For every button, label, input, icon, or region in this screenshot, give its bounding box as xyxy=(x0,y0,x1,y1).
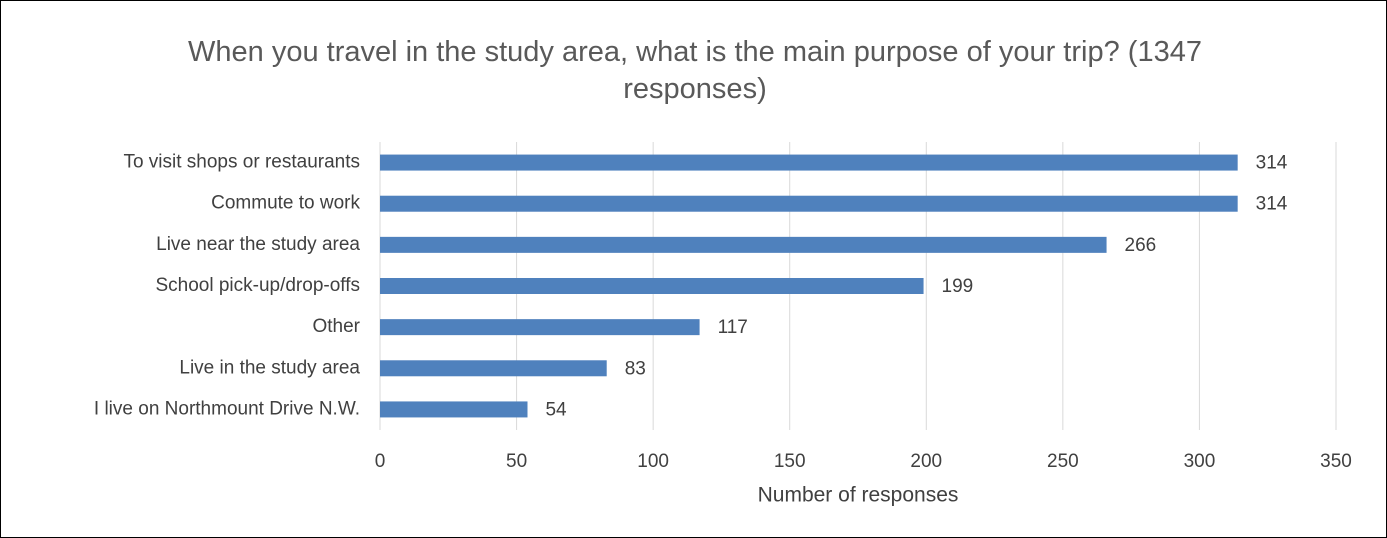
y-tick-label: Live near the study area xyxy=(156,234,360,255)
x-tick-label: 100 xyxy=(637,451,669,472)
y-tick-label: Commute to work xyxy=(211,193,360,214)
y-tick-label: Live in the study area xyxy=(179,357,360,378)
data-label: 266 xyxy=(1125,235,1157,256)
y-tick-label: I live on Northmount Drive N.W. xyxy=(94,398,360,419)
bar xyxy=(380,154,1238,171)
bar xyxy=(380,401,528,418)
data-label: 314 xyxy=(1256,153,1288,174)
data-label: 83 xyxy=(625,358,646,379)
bar xyxy=(380,195,1238,212)
bar xyxy=(380,360,607,377)
data-label: 314 xyxy=(1256,194,1288,215)
data-label: 54 xyxy=(545,399,567,420)
chart-title: When you travel in the study area, what … xyxy=(188,36,1202,105)
x-tick-label: 200 xyxy=(910,451,942,472)
x-tick-label: 150 xyxy=(774,451,806,472)
y-tick-label: Other xyxy=(312,316,360,337)
bar xyxy=(380,236,1107,253)
bar xyxy=(380,319,700,336)
data-label: 199 xyxy=(942,276,974,297)
x-tick-label: 50 xyxy=(506,451,527,472)
data-label: 117 xyxy=(718,317,748,338)
x-tick-label: 300 xyxy=(1184,451,1216,472)
x-tick-label: 0 xyxy=(375,451,386,472)
x-tick-label: 350 xyxy=(1320,451,1352,472)
bar xyxy=(380,278,924,294)
x-axis-label: Number of responses xyxy=(758,484,959,507)
y-tick-label: To visit shops or restaurants xyxy=(123,152,360,173)
y-tick-label: School pick-up/drop-offs xyxy=(155,275,360,296)
x-tick-label: 250 xyxy=(1047,451,1079,472)
